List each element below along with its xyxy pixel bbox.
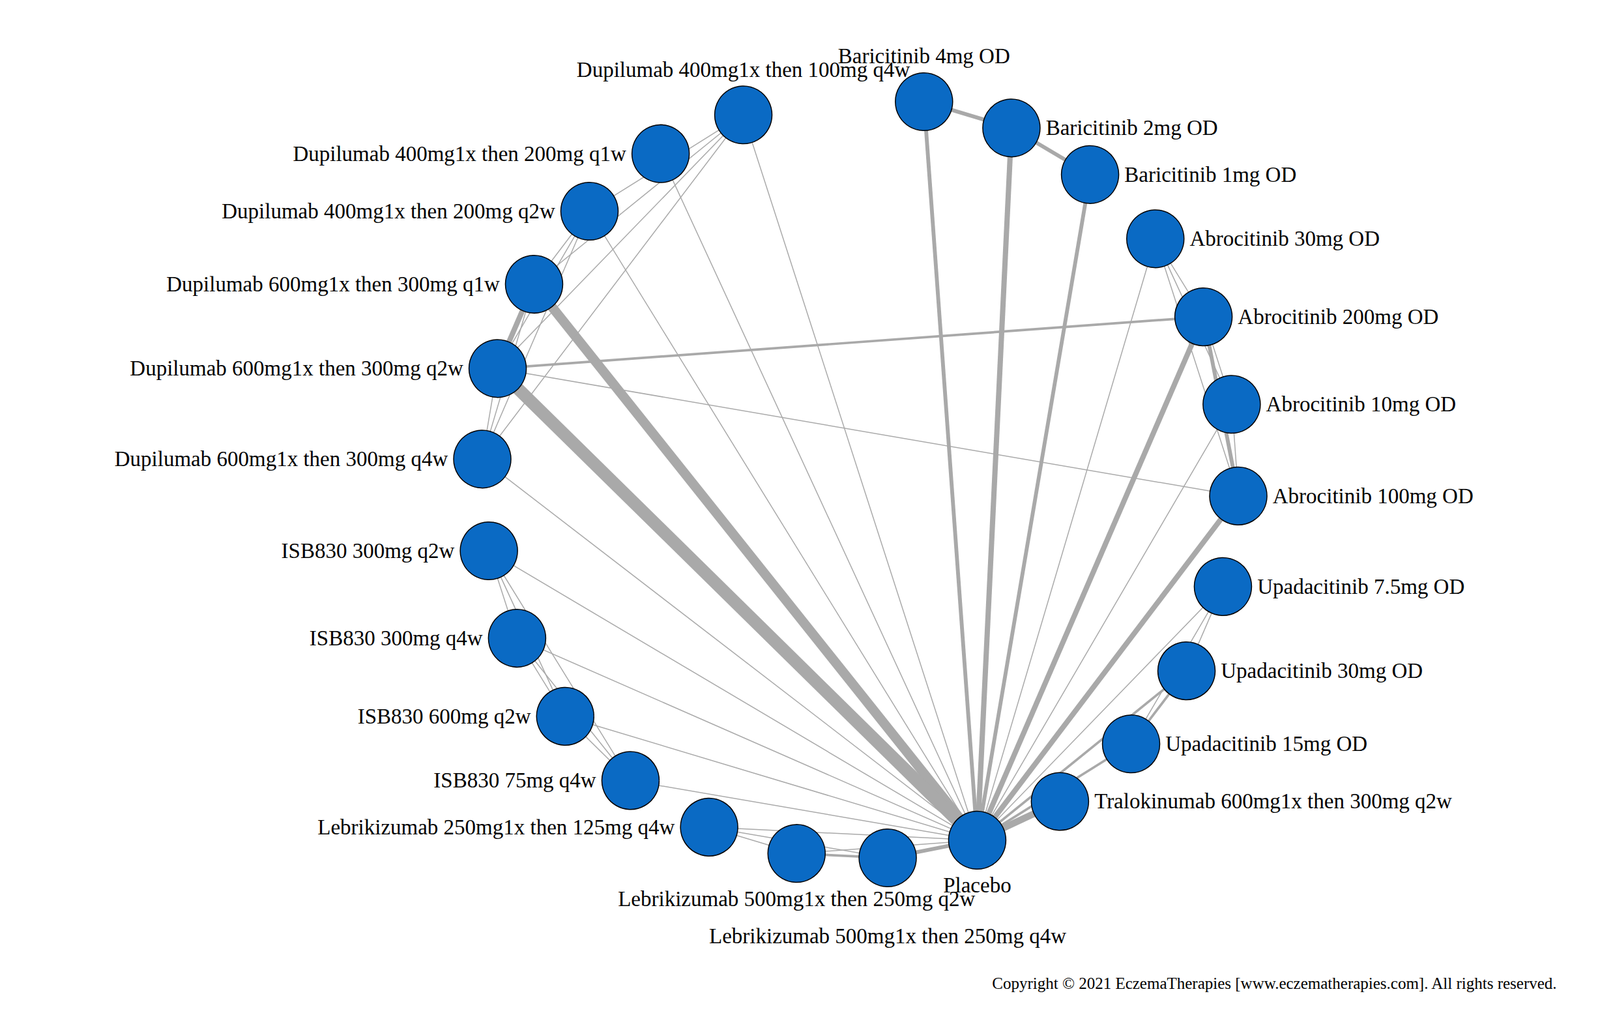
svg-text:Abrocitinib 200mg OD: Abrocitinib 200mg OD <box>1237 305 1439 329</box>
svg-text:Lebrikizumab 500mg1x then 250m: Lebrikizumab 500mg1x then 250mg q2w <box>617 887 975 911</box>
svg-text:Dupilumab 400mg1x then 200mg q: Dupilumab 400mg1x then 200mg q1w <box>292 142 627 166</box>
svg-text:Baricitinib 4mg OD: Baricitinib 4mg OD <box>837 44 1010 69</box>
svg-text:Upadacitinib 30mg OD: Upadacitinib 30mg OD <box>1220 658 1423 683</box>
svg-text:Dupilumab 400mg1x then 100mg q: Dupilumab 400mg1x then 100mg q4w <box>576 58 911 82</box>
svg-text:ISB830 300mg q2w: ISB830 300mg q2w <box>281 538 455 563</box>
svg-text:Placebo: Placebo <box>943 873 1012 898</box>
svg-text:Copyright © 2021 EczemaTherapi: Copyright © 2021 EczemaTherapies [www.ec… <box>991 974 1557 992</box>
svg-text:Abrocitinib 30mg OD: Abrocitinib 30mg OD <box>1189 226 1380 251</box>
svg-text:Baricitinib 2mg OD: Baricitinib 2mg OD <box>1046 116 1219 140</box>
svg-text:Upadacitinib 15mg OD: Upadacitinib 15mg OD <box>1165 731 1368 756</box>
svg-text:Abrocitinib 10mg OD: Abrocitinib 10mg OD <box>1266 392 1456 416</box>
svg-text:Lebrikizumab 250mg1x then 125m: Lebrikizumab 250mg1x then 125mg q4w <box>317 815 675 839</box>
svg-text:ISB830 75mg q4w: ISB830 75mg q4w <box>433 768 597 792</box>
svg-text:Baricitinib 1mg OD: Baricitinib 1mg OD <box>1124 162 1297 187</box>
svg-text:Dupilumab 400mg1x then 200mg q: Dupilumab 400mg1x then 200mg q2w <box>221 199 556 223</box>
svg-text:Lebrikizumab 500mg1x then 250m: Lebrikizumab 500mg1x then 250mg q4w <box>709 924 1067 948</box>
svg-text:ISB830 300mg q4w: ISB830 300mg q4w <box>309 626 483 650</box>
svg-text:Dupilumab 600mg1x then 300mg q: Dupilumab 600mg1x then 300mg q4w <box>114 447 449 471</box>
svg-text:Abrocitinib 100mg OD: Abrocitinib 100mg OD <box>1272 484 1474 508</box>
svg-text:Dupilumab 600mg1x then 300mg q: Dupilumab 600mg1x then 300mg q1w <box>166 272 500 296</box>
svg-text:Upadacitinib 7.5mg OD: Upadacitinib 7.5mg OD <box>1257 574 1465 599</box>
svg-text:Dupilumab 600mg1x then 300mg q: Dupilumab 600mg1x then 300mg q2w <box>129 356 464 380</box>
svg-text:Tralokinumab 600mg1x then 300m: Tralokinumab 600mg1x then 300mg q2w <box>1094 789 1453 813</box>
svg-text:ISB830 600mg q2w: ISB830 600mg q2w <box>357 704 532 728</box>
